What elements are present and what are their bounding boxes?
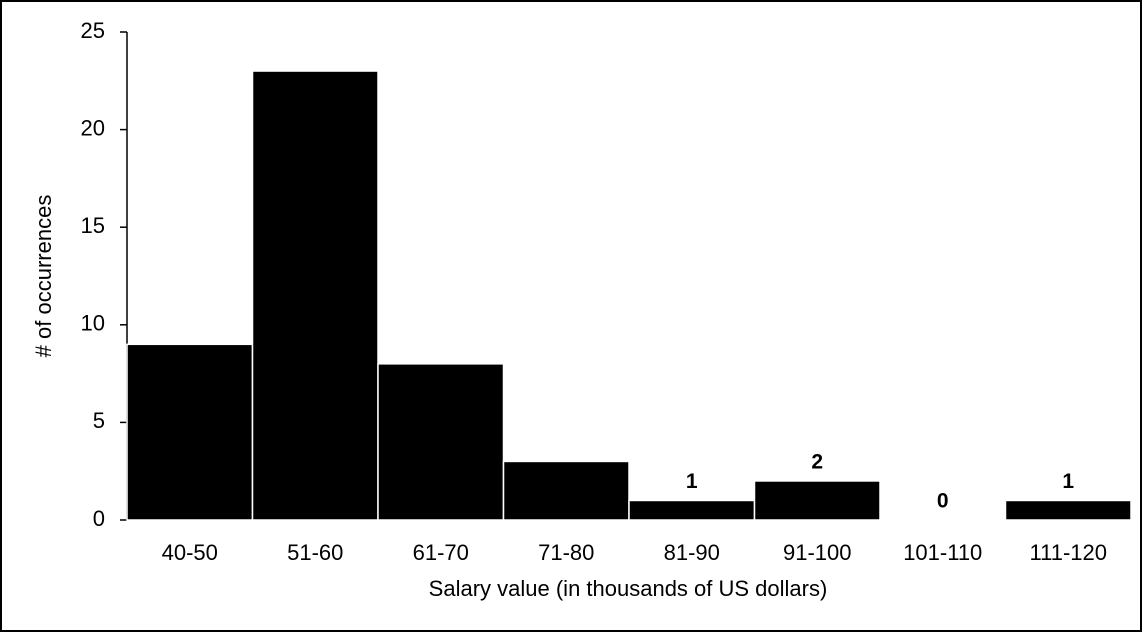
x-tick-label: 61-70 [413,540,469,565]
bar [628,499,756,521]
x-tick-label: 91-100 [783,540,852,565]
bar [1004,499,1132,521]
y-tick-label: 20 [81,115,105,140]
bar [126,343,254,521]
data-label: 1 [1062,470,1074,493]
data-label: 0 [937,490,949,513]
data-label: 9 [184,428,196,451]
bar [753,480,881,521]
y-tick-label: 10 [81,311,105,336]
x-axis-title: Salary value (in thousands of US dollars… [429,576,828,601]
x-tick-label: 81-90 [664,540,720,565]
y-tick-label: 25 [81,18,105,43]
y-tick-label: 0 [93,506,105,531]
y-axis-title: # of occurrences [31,195,56,358]
y-tick-label: 5 [93,408,105,433]
data-label: 3 [560,486,572,509]
x-tick-label: 101-110 [903,540,982,565]
y-tick-label: 15 [81,213,105,238]
data-label: 2 [811,451,823,474]
x-tick-label: 71-80 [538,540,594,565]
data-label: 1 [686,470,698,493]
data-label: 8 [435,437,447,460]
bar [251,70,379,521]
x-tick-label: 40-50 [162,540,218,565]
bar [377,363,505,521]
bar [502,460,630,521]
data-label: 23 [304,291,327,314]
x-tick-label: 111-120 [1030,540,1107,565]
x-tick-label: 51-60 [287,540,343,565]
